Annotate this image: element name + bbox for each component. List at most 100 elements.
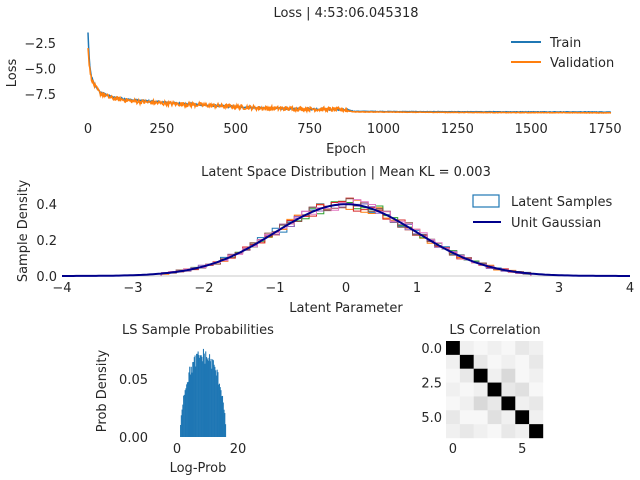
corr-y-tick-label: 2.5 (421, 377, 442, 392)
latent-ylabel: Sample Density (16, 180, 31, 283)
logprob-bar (188, 372, 190, 437)
corr-cell (515, 341, 530, 356)
unit-gaussian-line (62, 203, 630, 277)
corr-cell (501, 396, 516, 411)
logprob-bar (223, 409, 225, 437)
latent-y-tick-label: 0.2 (36, 234, 57, 249)
loss-title: Loss | 4:53:06.045318 (273, 6, 418, 21)
legend-label-unit-gaussian: Unit Gaussian (511, 216, 601, 231)
logprob-bar (202, 348, 204, 437)
loss-x-tick-label: 1250 (441, 122, 474, 137)
logprob-bar (183, 395, 185, 437)
logprob-bar (184, 390, 186, 437)
logprob-bar (212, 360, 214, 437)
corr-x-tick-label: 0 (449, 442, 457, 457)
logprob-bar (212, 359, 214, 437)
latent-x-tick-label: 4 (626, 281, 634, 296)
loss-ylabel: Loss (5, 59, 20, 88)
latent-y-ticks: 0.0 0.2 0.4 (36, 198, 57, 285)
corr-cell (515, 424, 530, 439)
logprob-bar (198, 355, 200, 437)
loss-x-tick-label: 750 (297, 122, 322, 137)
corr-cell (529, 410, 544, 425)
latent-xlabel: Latent Parameter (289, 301, 403, 316)
logprob-bar (216, 369, 218, 437)
latent-y-tick-label: 0.0 (36, 270, 57, 285)
logprob-bar (180, 415, 182, 437)
logprob-bar (224, 413, 226, 437)
corr-cell (501, 368, 516, 383)
logprob-bar (200, 355, 202, 437)
latent-hist-dim-2 (160, 200, 532, 276)
latent-hist-dim-1 (160, 199, 532, 276)
logprob-bar (213, 364, 215, 437)
corr-cell (473, 354, 488, 369)
legend-label-validation: Validation (550, 56, 614, 71)
corr-cell (446, 368, 461, 383)
logprob-bar (194, 355, 196, 437)
logprob-xlabel: Log-Prob (170, 461, 227, 476)
logprob-bar (207, 357, 209, 437)
loss-x-tick-label: 1000 (367, 122, 400, 137)
logprob-bar (196, 353, 198, 437)
loss-x-tick-label: 1750 (589, 122, 622, 137)
latent-x-tick-label: −2 (194, 281, 213, 296)
logprob-bar (220, 390, 222, 437)
latent-hist-dim-0 (160, 202, 532, 276)
corr-cell (501, 382, 516, 397)
corr-y-ticks: 0.0 2.5 5.0 (421, 342, 442, 426)
logprob-bar (219, 387, 221, 437)
corr-cell (501, 424, 516, 439)
logprob-bar (180, 424, 182, 437)
logprob-ylabel: Prob Density (95, 349, 110, 432)
loss-y-tick-label: −7.5 (24, 88, 56, 103)
logprob-bar (203, 353, 205, 437)
logprob-bar (210, 358, 212, 437)
logprob-bar (191, 372, 193, 437)
corr-cell (529, 396, 544, 411)
corr-cell (459, 410, 474, 425)
logprob-bar (215, 375, 217, 437)
logprob-title: LS Sample Probabilities (122, 323, 274, 338)
corr-cell (515, 354, 530, 369)
corr-cell (515, 368, 530, 383)
loss-line-train (87, 32, 611, 114)
logprob-bar (211, 368, 213, 437)
latent-x-tick-label: 2 (484, 281, 492, 296)
logprob-y-ticks: 0.00 0.05 (119, 373, 148, 446)
logprob-bar (215, 370, 217, 437)
loss-lines (87, 32, 612, 114)
correlation-cells (446, 341, 544, 439)
logprob-bar (195, 366, 197, 437)
loss-line-validation (87, 48, 612, 114)
logprob-y-tick-label: 0.00 (119, 431, 148, 446)
logprob-bar (208, 360, 210, 437)
loss-xlabel: Epoch (326, 142, 366, 157)
corr-cell (459, 368, 474, 383)
logprob-bar (206, 359, 208, 437)
latent-x-tick-label: 3 (555, 281, 563, 296)
logprob-bar (192, 362, 194, 437)
logprob-bar (204, 363, 206, 437)
logprob-bar (221, 395, 224, 437)
logprob-bar (209, 354, 211, 437)
corr-y-tick-label: 0.0 (421, 342, 442, 357)
logprob-bar (189, 366, 191, 437)
corr-y-tick-label: 5.0 (421, 411, 442, 426)
logprob-bar (186, 382, 188, 437)
corr-cell (473, 410, 488, 425)
latent-y-tick-label: 0.4 (36, 198, 57, 213)
latent-x-tick-label: 0 (342, 281, 350, 296)
loss-legend: Train Validation (511, 36, 614, 71)
latent-x-ticks: −4 −3 −2 −1 0 1 2 3 4 (52, 281, 634, 296)
corr-cell (487, 396, 502, 411)
loss-x-tick-label: 500 (223, 122, 248, 137)
logprob-bar (218, 384, 220, 437)
loss-y-ticks: −2.5 −5.0 −7.5 (24, 37, 56, 103)
logprob-x-tick-label: 0 (173, 442, 181, 457)
corr-cell (446, 424, 461, 439)
loss-x-ticks: 0 250 500 750 1000 1250 1500 1750 (84, 122, 622, 137)
logprob-bar (197, 351, 199, 437)
logprob-bar (202, 361, 204, 437)
